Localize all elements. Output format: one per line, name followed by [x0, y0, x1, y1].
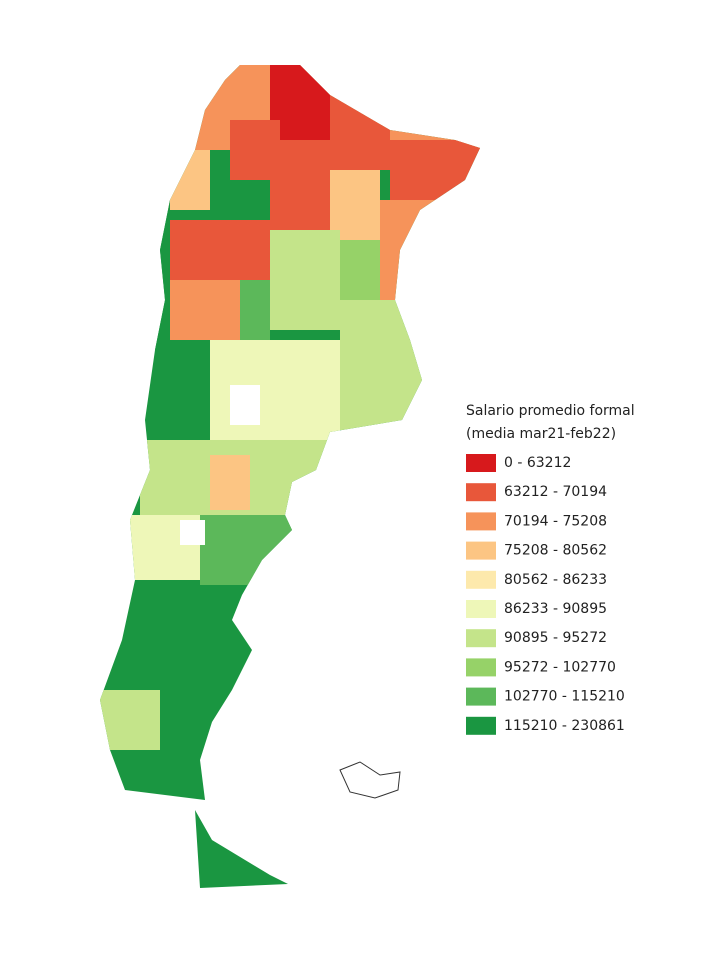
legend-label: 80562 - 86233 [504, 572, 607, 588]
legend-title: Salario promedio formal [466, 403, 635, 419]
legend-label: 102770 - 115210 [504, 689, 625, 705]
map-regions [100, 65, 480, 888]
legend-swatch [466, 570, 496, 589]
legend-swatch [466, 454, 496, 472]
legend-label: 95272 - 102770 [504, 659, 616, 675]
legend-label: 63212 - 70194 [504, 484, 607, 500]
legend-swatch [466, 600, 496, 618]
legend-swatch [466, 483, 496, 502]
legend-swatch [466, 512, 496, 531]
legend-swatch [466, 687, 496, 706]
legend-swatch [466, 629, 496, 648]
legend-label: 86233 - 90895 [504, 601, 607, 617]
legend-title: (media mar21-feb22) [466, 426, 616, 442]
legend-label: 90895 - 95272 [504, 630, 607, 646]
legend-swatch [466, 541, 496, 560]
legend-label: 115210 - 230861 [504, 718, 625, 734]
legend-label: 70194 - 75208 [504, 513, 607, 529]
legend-label: 0 - 63212 [504, 455, 571, 471]
legend-label: 75208 - 80562 [504, 543, 607, 559]
legend: Salario promedio formal (media mar21-feb2… [466, 403, 635, 735]
legend-swatch [466, 658, 496, 677]
islands [339, 761, 401, 799]
legend-swatch [466, 716, 496, 735]
